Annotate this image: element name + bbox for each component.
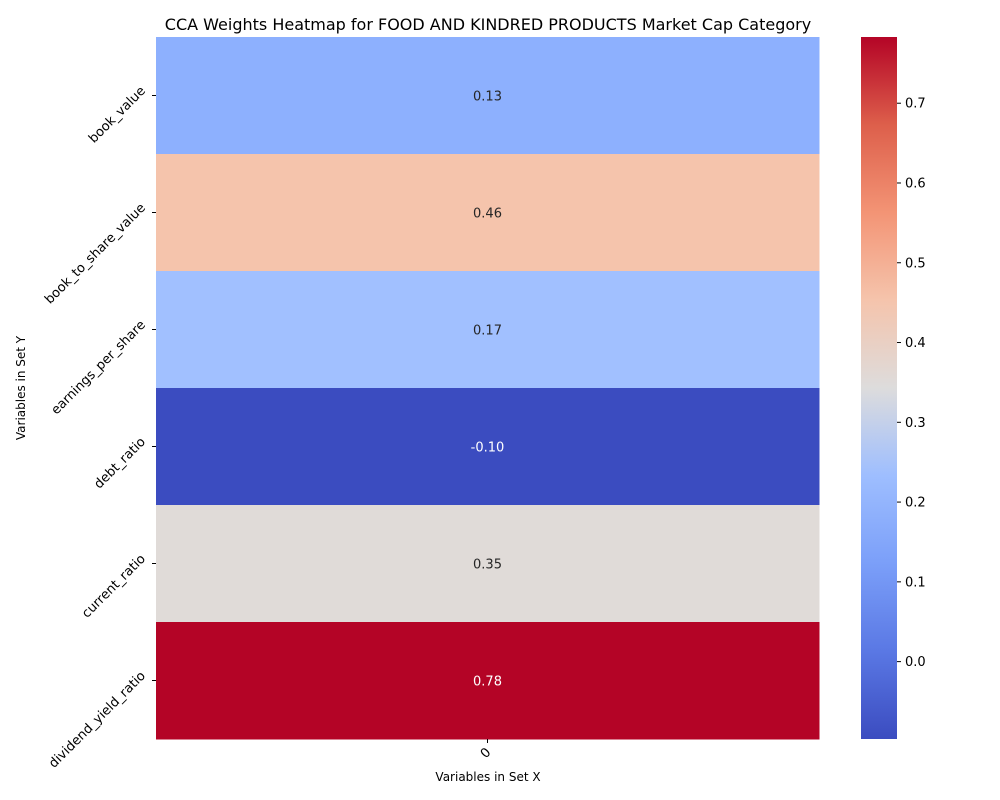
heatmap-cell	[156, 154, 820, 272]
colorbar-tick-label: 0.1	[905, 575, 926, 590]
cell-value-label: -0.10	[471, 441, 505, 456]
cell-value-label: 0.35	[473, 558, 502, 573]
cell-annotations: 0.13 0.46 0.17 -0.10 0.35 0.78	[471, 90, 505, 690]
y-tick-label: current_ratio	[79, 552, 149, 622]
x-axis-label: Variables in Set X	[435, 770, 540, 784]
x-tick-label: 0	[478, 745, 494, 761]
x-axis: 0	[478, 739, 494, 762]
heatmap-cell	[156, 37, 820, 155]
y-tick-label: book_to_share_value	[42, 201, 149, 308]
chart-title: CCA Weights Heatmap for FOOD AND KINDRED…	[165, 15, 811, 34]
cell-value-label: 0.17	[473, 324, 502, 339]
colorbar-ticks: 0.0 0.1 0.2 0.3 0.4 0.5 0.6 0.7	[897, 97, 926, 670]
colorbar-tick-label: 0.2	[905, 496, 926, 511]
heatmap-cell	[156, 622, 820, 740]
cell-value-label: 0.46	[473, 207, 502, 222]
heatmap-cells	[156, 37, 820, 740]
colorbar-tick-label: 0.5	[905, 256, 926, 271]
colorbar-tick-label: 0.7	[905, 97, 926, 112]
y-axis-label: Variables in Set Y	[14, 335, 28, 440]
y-tick-label: debt_ratio	[91, 435, 148, 492]
colorbar-tick-label: 0.4	[905, 336, 926, 351]
cell-value-label: 0.78	[473, 675, 502, 690]
heatmap-cell	[156, 388, 820, 506]
y-tick-label: book_value	[86, 84, 149, 147]
heatmap-cell	[156, 505, 820, 623]
colorbar-tick-label: 0.0	[905, 655, 926, 670]
colorbar	[861, 37, 897, 739]
heatmap-cell	[156, 271, 820, 389]
y-tick-label: dividend_yield_ratio	[46, 669, 149, 772]
cell-value-label: 0.13	[473, 90, 502, 105]
y-tick-label: earnings_per_share	[49, 318, 149, 418]
colorbar-tick-label: 0.3	[905, 416, 926, 431]
y-axis: book_value book_to_share_valueearnings_pe…	[42, 84, 156, 772]
colorbar-tick-label: 0.6	[905, 176, 926, 191]
